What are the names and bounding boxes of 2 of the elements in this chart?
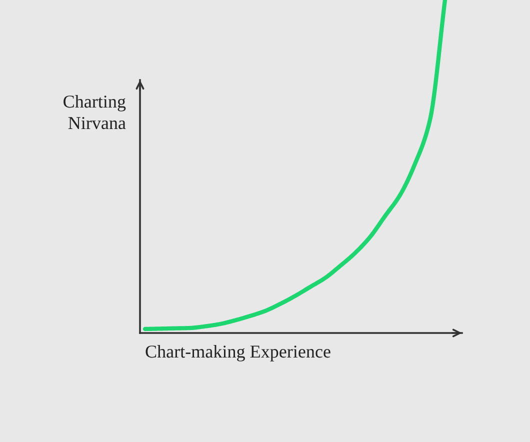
y-axis-title: Charting Nirvana [64,95,126,130]
x-axis-title: Chart-making Experience [146,345,330,362]
